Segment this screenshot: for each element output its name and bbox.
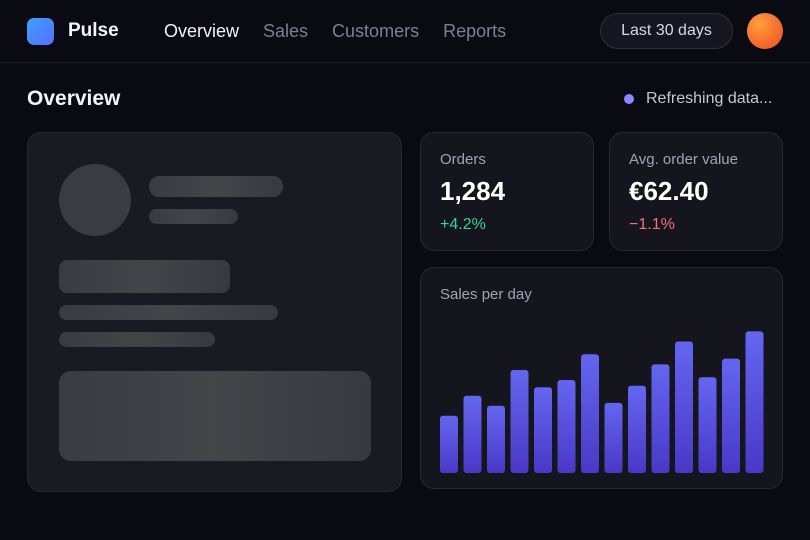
- chart-bar: [440, 415, 458, 473]
- chart-bar: [510, 370, 529, 473]
- skeleton-block: [59, 260, 230, 293]
- avg-order-value-change: −1.1%: [629, 216, 675, 233]
- chart-bar: [722, 358, 740, 473]
- skeleton-avatar: [59, 164, 131, 236]
- nav-item-overview[interactable]: Overview: [164, 21, 240, 41]
- skeleton-line: [149, 209, 238, 224]
- chart-bar: [745, 331, 764, 473]
- orders-stat-card: Orders 1,284 +4.2%: [420, 132, 594, 251]
- page-title: Overview: [27, 87, 121, 110]
- chart-bar: [698, 377, 717, 473]
- logo-icon: [27, 18, 54, 45]
- chart-bar: [604, 402, 623, 473]
- orders-label: Orders: [440, 151, 486, 168]
- skeleton-line: [59, 332, 215, 347]
- orders-value: 1,284: [440, 176, 506, 206]
- user-avatar[interactable]: [747, 13, 783, 49]
- refresh-status: Refreshing data...: [624, 90, 772, 108]
- main-nav: Overview Sales Customers Reports: [164, 21, 506, 42]
- chart-bar: [463, 395, 482, 473]
- sales-per-day-card: Sales per day: [420, 267, 783, 489]
- skeleton-block: [59, 371, 371, 461]
- top-bar: Pulse Overview Sales Customers Reports L…: [0, 0, 810, 63]
- chart-bar: [675, 341, 693, 473]
- skeleton-line: [149, 176, 283, 197]
- date-range-button[interactable]: Last 30 days: [600, 13, 733, 49]
- nav-item-sales[interactable]: Sales: [263, 21, 309, 41]
- chart-bar: [557, 380, 576, 473]
- chart-bar: [487, 405, 505, 473]
- chart-bar: [628, 385, 646, 473]
- brand-name: Pulse: [68, 20, 119, 41]
- avg-order-value-label: Avg. order value: [629, 151, 738, 168]
- skeleton-line: [59, 305, 278, 320]
- chart-bar: [581, 354, 599, 473]
- nav-item-customers[interactable]: Customers: [332, 21, 420, 41]
- avg-order-value-stat-card: Avg. order value €62.40 −1.1%: [609, 132, 783, 251]
- chart-bar: [534, 387, 552, 473]
- nav-item-reports[interactable]: Reports: [443, 21, 507, 41]
- chart-bar: [651, 364, 670, 473]
- sales-bar-chart: [440, 331, 764, 473]
- refresh-status-text: Refreshing data...: [646, 90, 773, 107]
- status-dot-icon: [624, 94, 634, 104]
- chart-title: Sales per day: [440, 286, 532, 303]
- orders-change: +4.2%: [440, 216, 486, 233]
- loading-skeleton-card: [27, 132, 402, 492]
- avg-order-value-value: €62.40: [629, 176, 709, 206]
